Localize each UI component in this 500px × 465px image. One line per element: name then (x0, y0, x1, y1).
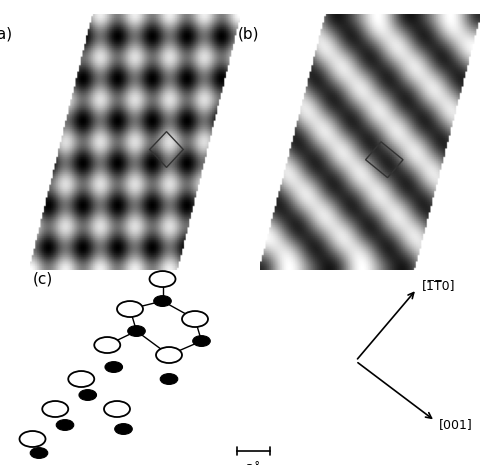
Circle shape (160, 373, 178, 385)
Circle shape (117, 301, 143, 317)
Circle shape (156, 347, 182, 363)
Text: (b): (b) (238, 27, 260, 42)
Circle shape (114, 424, 132, 434)
Text: [1̅T̅0]: [1̅T̅0] (422, 279, 456, 292)
Circle shape (20, 431, 46, 447)
Circle shape (79, 390, 96, 400)
Circle shape (105, 362, 122, 372)
Circle shape (182, 311, 208, 327)
Circle shape (104, 401, 130, 417)
Circle shape (192, 336, 210, 346)
Text: 3Å: 3Å (245, 463, 262, 465)
Text: (c): (c) (32, 271, 53, 286)
Circle shape (42, 401, 68, 417)
Circle shape (150, 271, 176, 287)
Text: (a): (a) (0, 27, 14, 42)
Circle shape (56, 419, 74, 431)
Circle shape (68, 371, 94, 387)
Circle shape (94, 337, 120, 353)
Circle shape (154, 296, 172, 306)
Text: [001]: [001] (439, 418, 472, 432)
Circle shape (30, 448, 48, 458)
Circle shape (128, 326, 146, 337)
